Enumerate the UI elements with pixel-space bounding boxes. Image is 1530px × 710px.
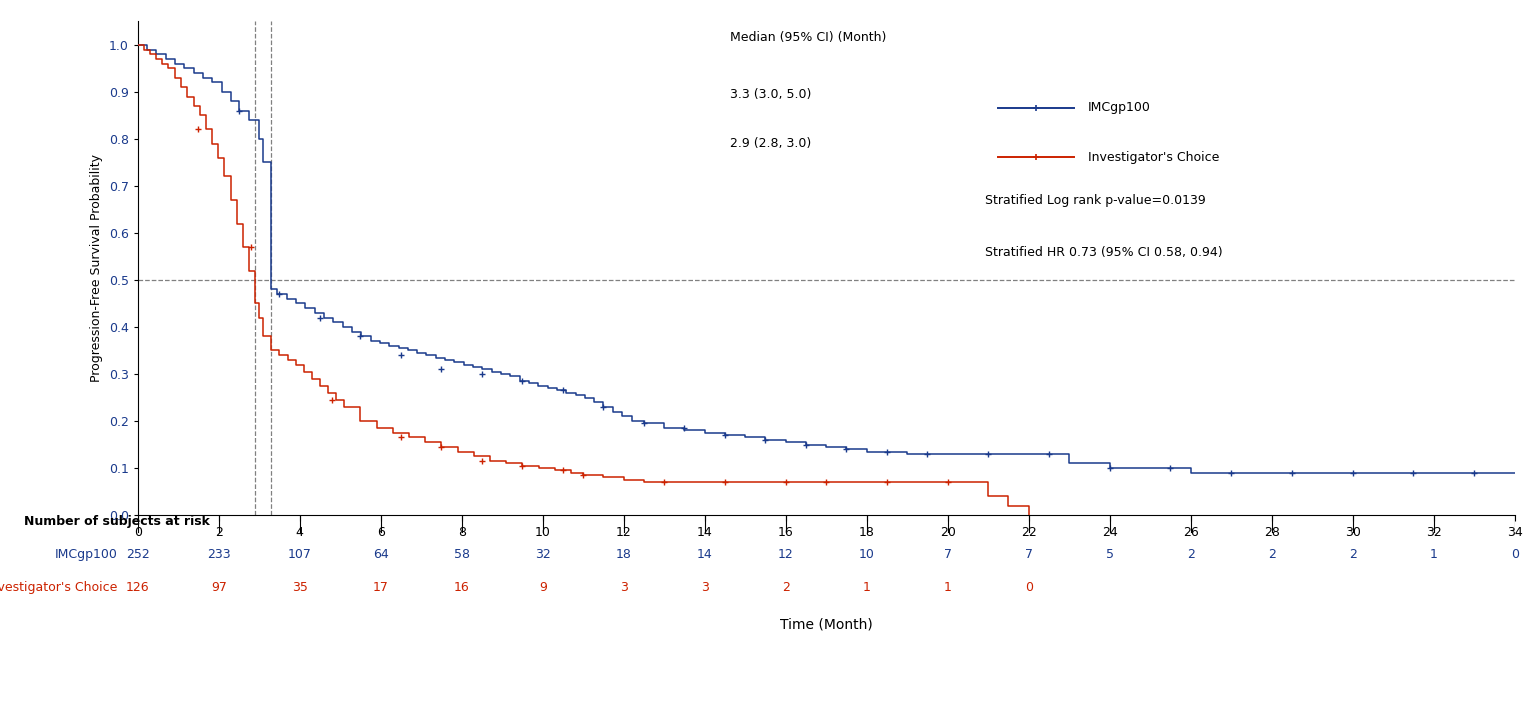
Text: 3.3 (3.0, 5.0): 3.3 (3.0, 5.0): [730, 88, 811, 101]
Text: 58: 58: [454, 548, 470, 561]
Text: 0: 0: [133, 526, 142, 539]
Text: 18: 18: [858, 526, 875, 539]
Text: 30: 30: [1345, 526, 1360, 539]
Text: 2: 2: [1349, 548, 1357, 561]
Text: Investigator's Choice: Investigator's Choice: [0, 581, 118, 594]
Text: Median (95% CI) (Month): Median (95% CI) (Month): [730, 31, 886, 44]
Text: Stratified Log rank p-value=0.0139: Stratified Log rank p-value=0.0139: [985, 194, 1206, 207]
Text: 1: 1: [863, 581, 871, 594]
Text: 0: 0: [1025, 581, 1033, 594]
Text: 233: 233: [207, 548, 231, 561]
Text: 17: 17: [373, 581, 389, 594]
Text: 1: 1: [1429, 548, 1438, 561]
Text: 32: 32: [1426, 526, 1441, 539]
Text: 0: 0: [1510, 548, 1519, 561]
Text: 2: 2: [782, 581, 789, 594]
Text: 20: 20: [939, 526, 956, 539]
Text: 2: 2: [1268, 548, 1276, 561]
Text: 35: 35: [292, 581, 308, 594]
Text: Investigator's Choice: Investigator's Choice: [1088, 151, 1219, 163]
Text: 26: 26: [1183, 526, 1198, 539]
Text: 16: 16: [454, 581, 470, 594]
Text: 64: 64: [373, 548, 389, 561]
Text: 18: 18: [615, 548, 632, 561]
Text: 9: 9: [539, 581, 546, 594]
Text: 4: 4: [295, 526, 303, 539]
Text: 2: 2: [214, 526, 223, 539]
Text: 10: 10: [858, 548, 875, 561]
Text: 28: 28: [1264, 526, 1279, 539]
Text: 97: 97: [211, 581, 226, 594]
Text: 24: 24: [1102, 526, 1117, 539]
Text: 3: 3: [620, 581, 627, 594]
Text: 3: 3: [701, 581, 708, 594]
Text: 126: 126: [125, 581, 150, 594]
Text: Time (Month): Time (Month): [780, 618, 872, 631]
Text: Number of subjects at risk: Number of subjects at risk: [24, 515, 210, 528]
Text: 1: 1: [944, 581, 952, 594]
Text: 16: 16: [777, 526, 794, 539]
Text: 2.9 (2.8, 3.0): 2.9 (2.8, 3.0): [730, 137, 811, 151]
Text: 6: 6: [376, 526, 384, 539]
Text: 14: 14: [696, 526, 713, 539]
Text: 252: 252: [125, 548, 150, 561]
Text: 14: 14: [696, 548, 713, 561]
Text: 107: 107: [288, 548, 312, 561]
Text: 32: 32: [536, 548, 551, 561]
Text: 12: 12: [615, 526, 632, 539]
Text: IMCgp100: IMCgp100: [55, 548, 118, 561]
Text: Stratified HR 0.73 (95% CI 0.58, 0.94): Stratified HR 0.73 (95% CI 0.58, 0.94): [985, 246, 1222, 259]
Text: 7: 7: [944, 548, 952, 561]
Text: 22: 22: [1021, 526, 1037, 539]
Text: 5: 5: [1106, 548, 1114, 561]
Y-axis label: Progression-Free Survival Probability: Progression-Free Survival Probability: [90, 154, 103, 382]
Text: 8: 8: [457, 526, 465, 539]
Text: 34: 34: [1507, 526, 1522, 539]
Text: 10: 10: [536, 526, 551, 539]
Text: 2: 2: [1187, 548, 1195, 561]
Text: 12: 12: [777, 548, 794, 561]
Text: 7: 7: [1025, 548, 1033, 561]
Text: IMCgp100: IMCgp100: [1088, 102, 1151, 114]
